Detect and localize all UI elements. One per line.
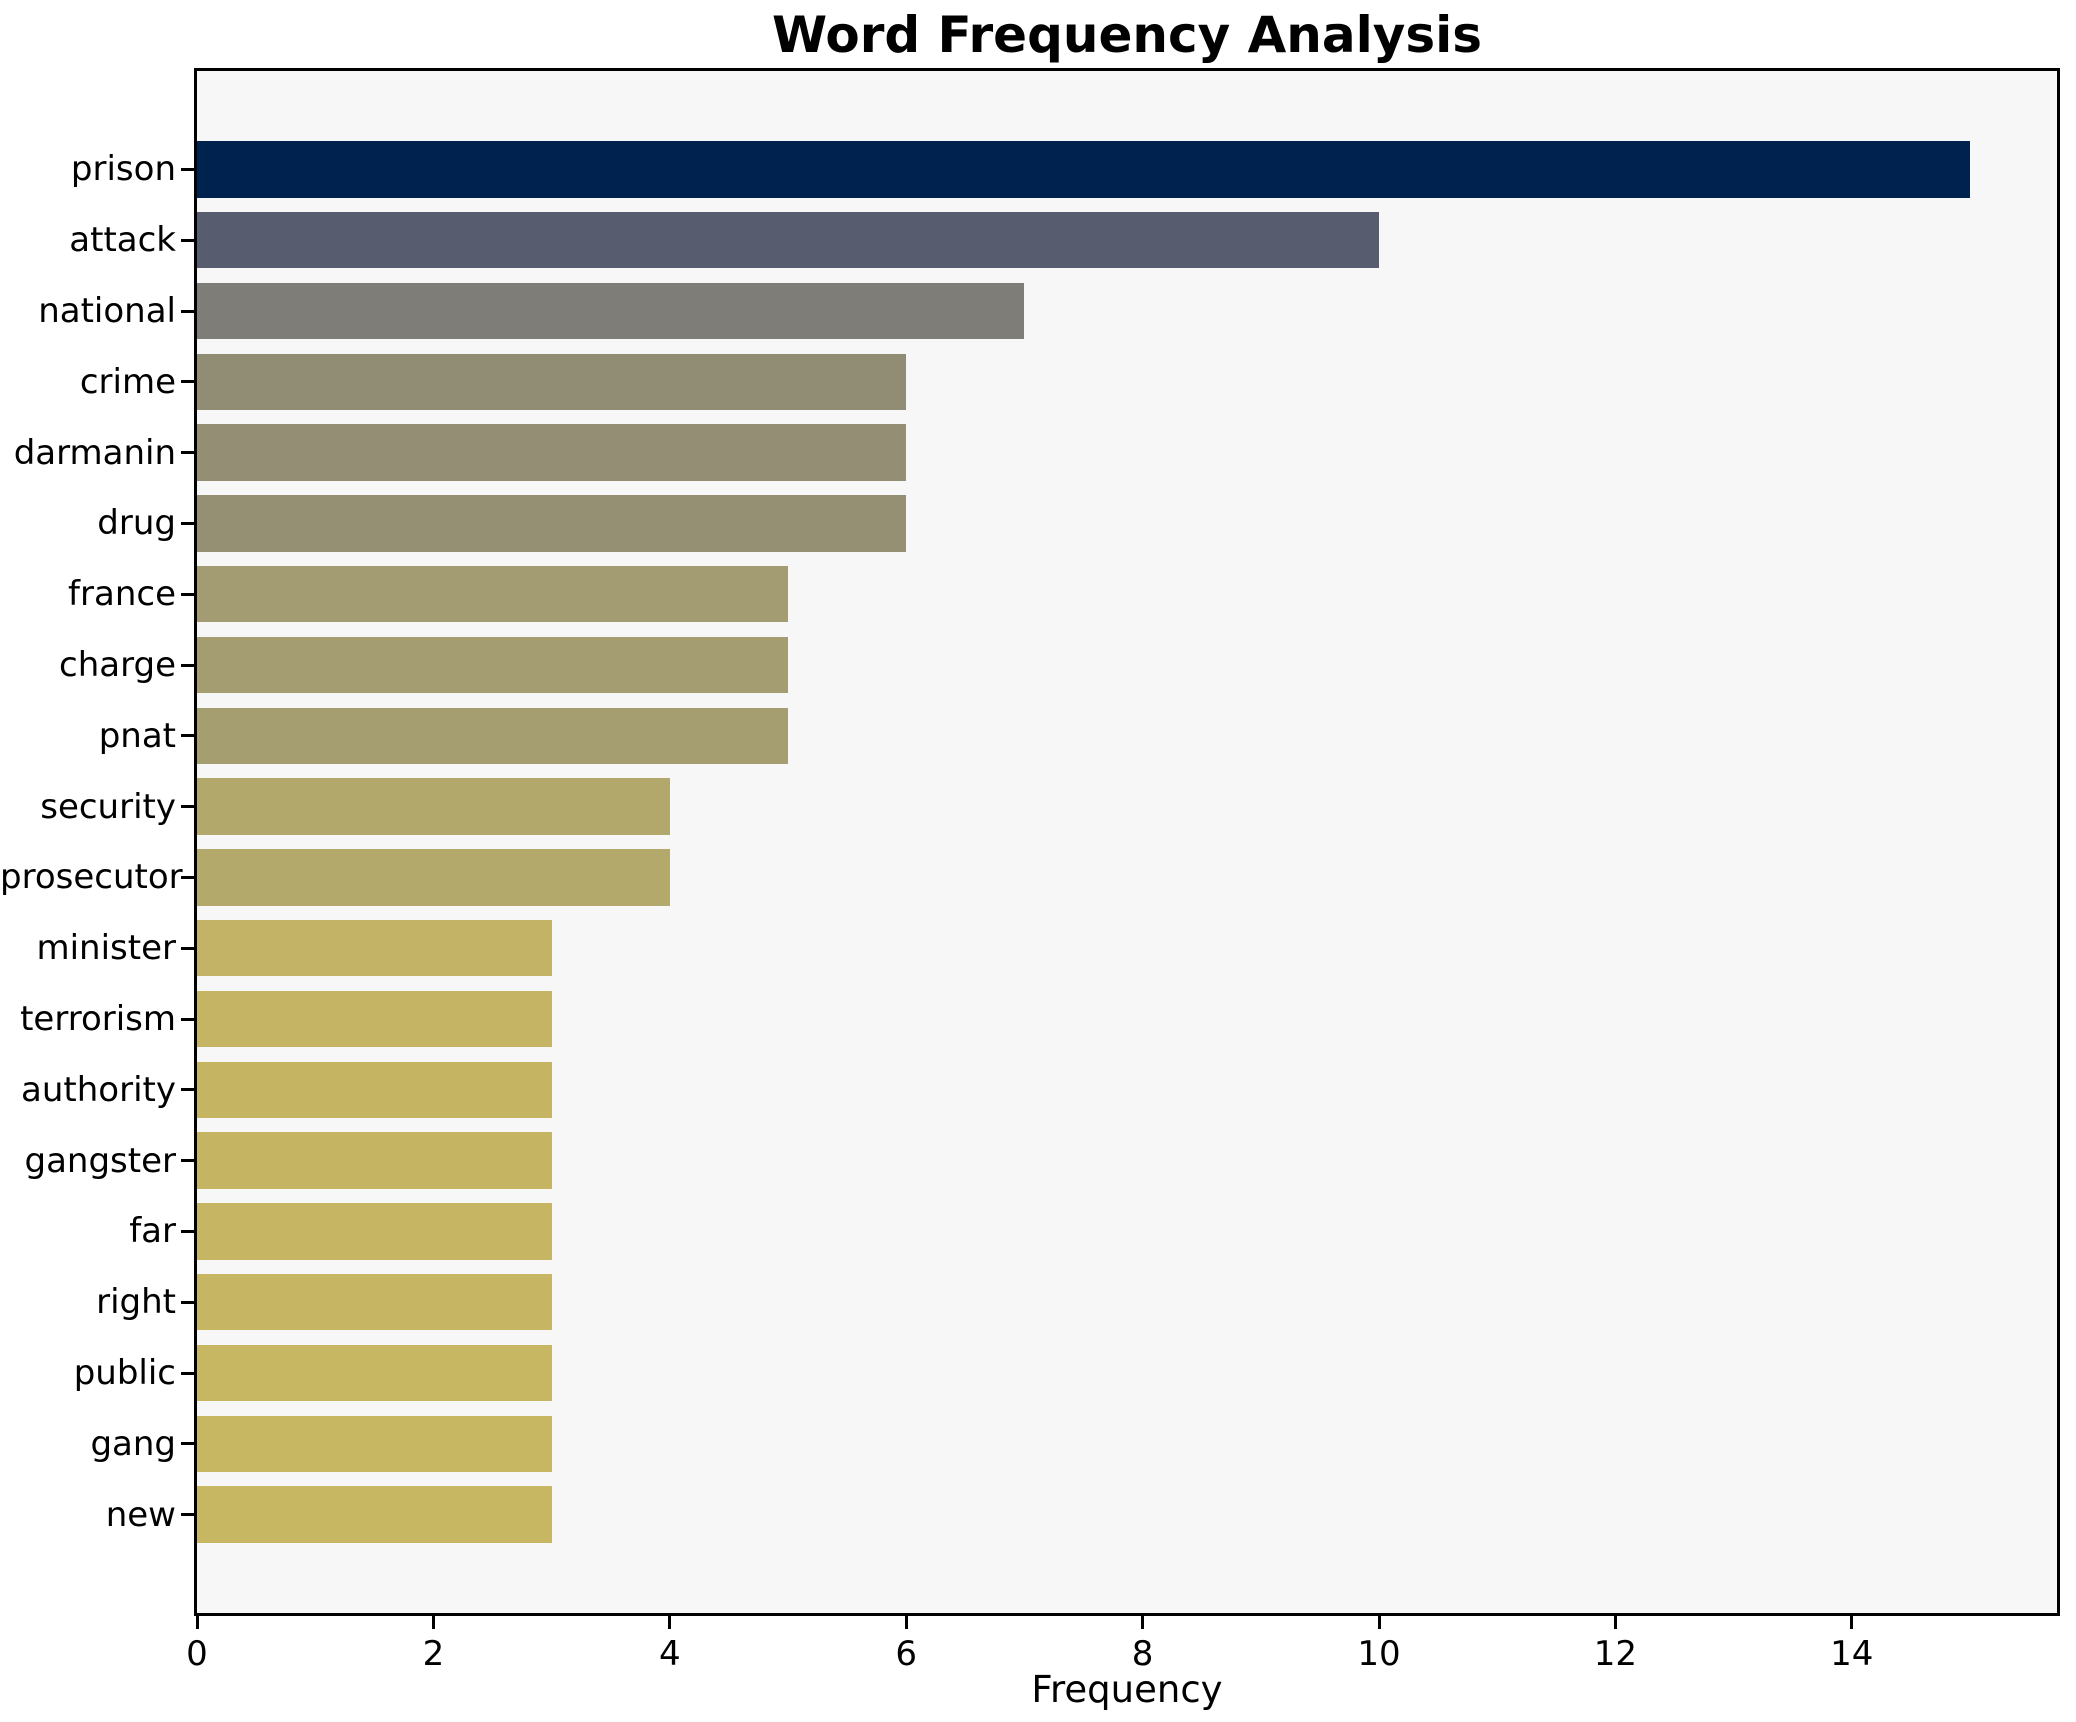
y-tick-mark [181,521,194,525]
x-tick-label-0: 0 [186,1634,208,1674]
y-tick-mark [181,592,194,596]
y-tick-mark [181,734,194,738]
y-tick-label-gang: gang [90,1423,176,1464]
y-tick-label-drug: drug [97,503,176,544]
y-tick-mark [181,1513,194,1517]
x-tick-mark [431,1616,435,1629]
bar-national [197,282,1025,340]
x-tick-label-14: 14 [1830,1634,1874,1674]
y-tick-mark [181,663,194,667]
bar-right [197,1273,552,1331]
y-tick-mark [181,380,194,384]
y-tick-label-minister: minister [36,928,176,969]
y-tick-label-security: security [40,786,176,827]
x-tick-mark [195,1616,199,1629]
y-tick-label-gangster: gangster [24,1140,177,1181]
bar-crime [197,353,907,411]
y-tick-mark [181,1371,194,1375]
bar-prosecutor [197,849,670,906]
bar-charge [197,636,788,694]
x-tick-label-12: 12 [1593,1634,1638,1674]
y-tick-label-public: public [73,1353,176,1393]
y-tick-mark [181,1159,194,1163]
y-tick-mark [181,1442,194,1446]
y-tick-label-prison: prison [70,149,176,190]
bar-gang [197,1415,552,1473]
bar-gangster [197,1132,552,1189]
bar-new [197,1486,552,1543]
y-tick-label-terrorism: terrorism [20,999,176,1039]
y-tick-mark [181,238,194,242]
x-tick-mark [1377,1616,1381,1629]
y-tick-mark [181,1017,194,1021]
x-tick-label-8: 8 [1131,1634,1154,1674]
y-tick-label-attack: attack [69,220,176,261]
y-tick-label-charge: charge [59,645,176,685]
x-tick-label-10: 10 [1357,1634,1401,1674]
y-tick-mark [181,875,194,879]
y-tick-label-france: france [68,574,176,615]
y-tick-label-far: far [129,1211,176,1252]
bar-minister [197,919,552,977]
x-tick-mark [1141,1616,1145,1629]
y-tick-mark [181,167,194,171]
bar-authority [197,1061,552,1119]
x-tick-mark [904,1616,908,1629]
y-tick-label-prosecutor: prosecutor [0,857,183,898]
x-tick-mark [1613,1616,1617,1629]
x-axis-label: Frequency [1031,1668,1223,1711]
bar-drug [197,495,907,552]
y-tick-label-right: right [96,1282,176,1323]
bar-pnat [197,707,788,765]
bar-terrorism [197,990,552,1048]
bar-darmanin [197,424,907,481]
plot-area [194,68,2060,1616]
bar-security [197,778,670,835]
y-tick-mark [181,309,194,313]
y-tick-mark [181,946,194,950]
x-tick-mark [1850,1616,1854,1629]
y-tick-mark [181,1229,194,1233]
y-tick-label-pnat: pnat [98,715,176,756]
y-tick-label-national: national [38,291,176,331]
y-tick-mark [181,451,194,455]
bar-prison [197,141,1970,198]
y-tick-label-crime: crime [79,361,176,402]
bar-public [197,1344,552,1402]
chart-title: Word Frequency Analysis [771,6,1483,64]
bar-far [197,1203,552,1260]
bar-attack [197,211,1379,269]
x-tick-label-6: 6 [895,1634,917,1674]
y-tick-label-new: new [105,1494,176,1535]
y-tick-label-authority: authority [21,1069,176,1110]
x-tick-label-2: 2 [422,1634,445,1674]
y-tick-mark [181,805,194,809]
y-tick-mark [181,1088,194,1092]
y-tick-mark [181,1300,194,1304]
x-tick-label-4: 4 [658,1634,681,1674]
y-tick-label-darmanin: darmanin [13,432,176,473]
x-tick-mark [668,1616,672,1629]
bar-france [197,565,788,623]
